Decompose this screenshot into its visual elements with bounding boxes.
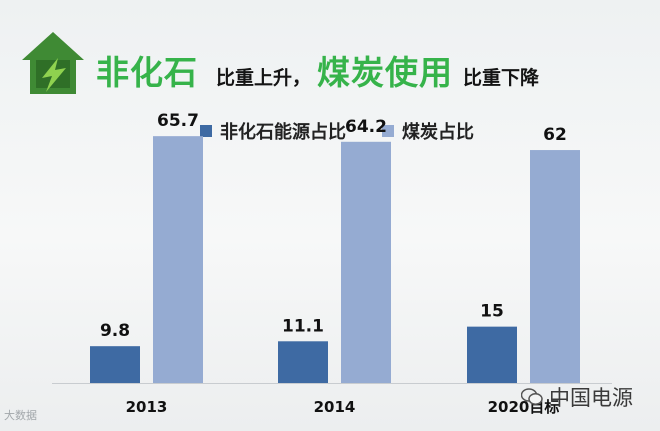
bar-coal-0 [153, 136, 203, 383]
value-label-nonfossil-2: 15 [480, 302, 504, 322]
legend-item-coal: 煤炭占比 [382, 118, 474, 144]
bar-nonfossil-0 [90, 346, 140, 383]
value-label-nonfossil-1: 11.1 [282, 316, 324, 336]
title-part-3: 煤炭使用 [317, 53, 454, 92]
watermark-right-label: 中国电源 [549, 386, 633, 410]
bar-nonfossil-2 [467, 326, 517, 383]
title-part-1: 非化石 [96, 53, 198, 92]
category-label-1: 2014 [314, 398, 356, 416]
watermark-left: 大数据 [4, 409, 37, 422]
legend-swatch-coal [382, 125, 394, 137]
value-label-coal-0: 65.7 [157, 111, 199, 131]
value-label-coal-2: 62 [543, 125, 567, 145]
house-lightning-icon [22, 32, 84, 94]
value-label-nonfossil-0: 9.8 [100, 321, 130, 341]
header: 非化石 比重上升， 煤炭使用 比重下降 [0, 0, 660, 110]
legend-swatch-nonfossil [200, 125, 212, 137]
legend-label-coal: 煤炭占比 [402, 122, 474, 143]
bar-coal-2 [530, 150, 580, 383]
legend-label-nonfossil: 非化石能源占比 [220, 122, 346, 143]
bar-coal-1 [341, 141, 391, 383]
legend-item-nonfossil: 非化石能源占比 [200, 118, 346, 144]
value-label-coal-1: 64.2 [345, 117, 387, 137]
title-part-4: 比重下降 [463, 67, 540, 89]
category-label-2: 2020目标 [488, 398, 560, 416]
page-title: 非化石 比重上升， 煤炭使用 比重下降 [96, 46, 539, 94]
bar-nonfossil-1 [278, 341, 328, 383]
chart-legend: 非化石能源占比 煤炭占比 [200, 118, 510, 144]
category-label-0: 2013 [126, 398, 168, 416]
watermark-right: 中国电源 [521, 382, 633, 412]
title-part-2: 比重上升， [216, 67, 312, 89]
wechat-icon [521, 388, 543, 405]
